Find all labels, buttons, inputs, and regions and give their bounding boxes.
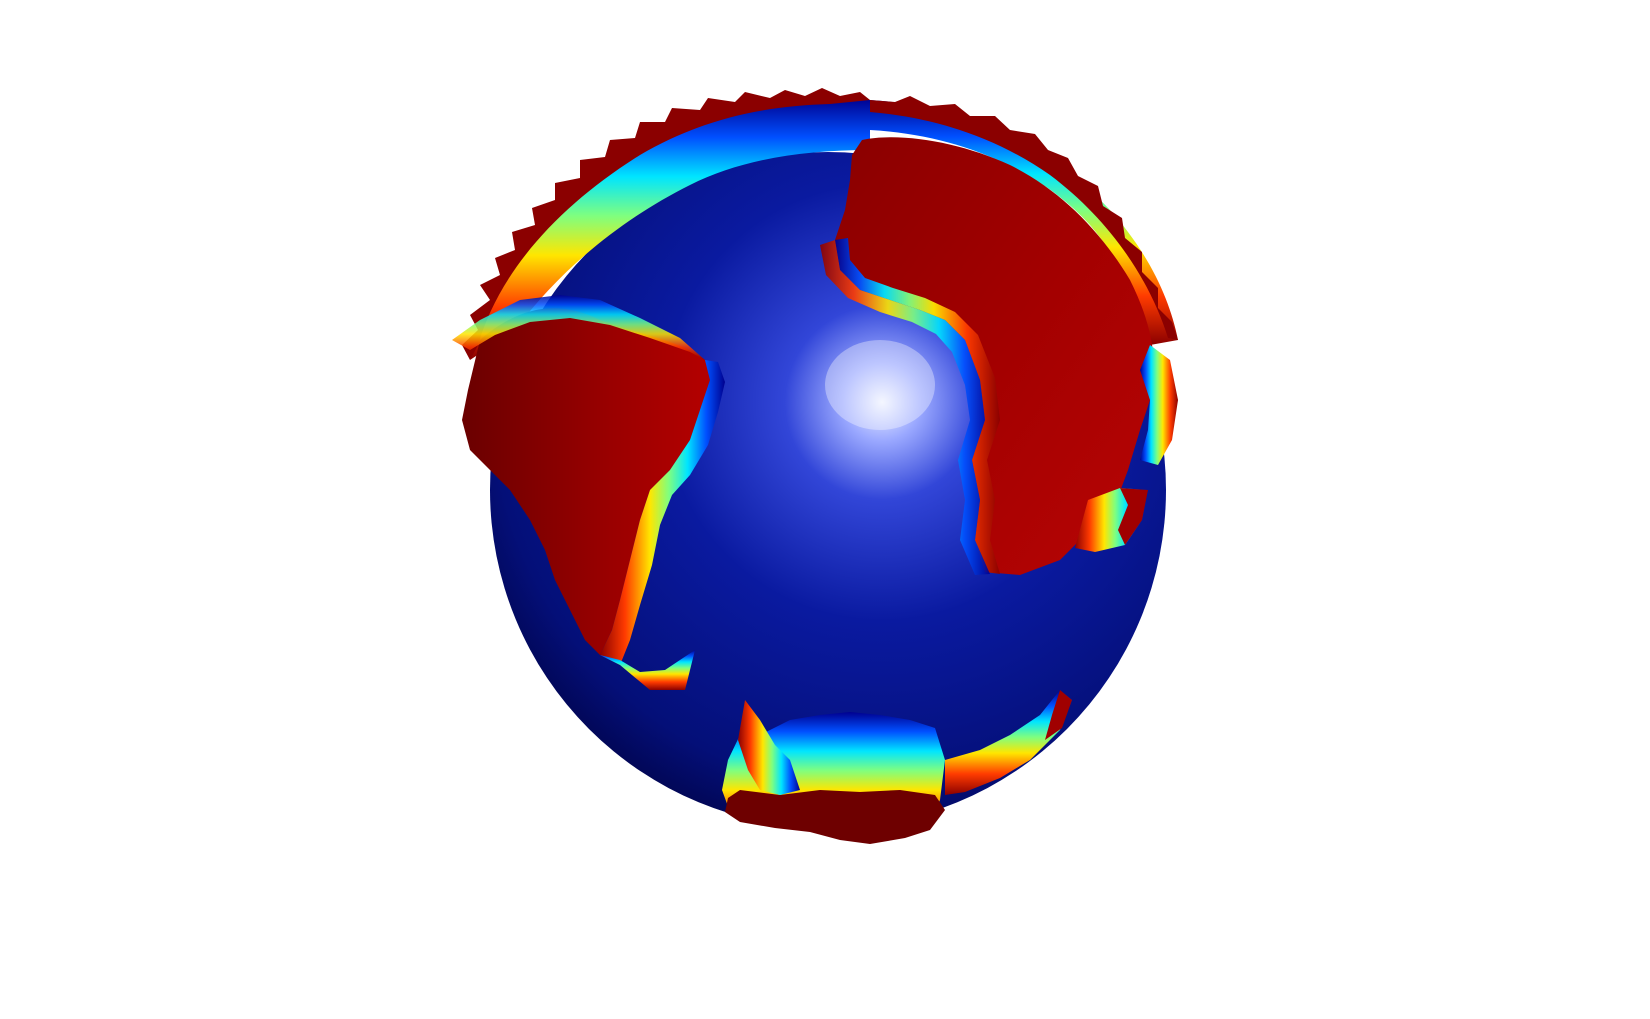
landmass-west bbox=[452, 295, 725, 690]
landmass-east bbox=[820, 137, 1178, 575]
specular-highlight bbox=[825, 340, 935, 430]
landmass-south bbox=[722, 690, 1072, 844]
north-rim-band bbox=[462, 88, 870, 360]
northeast-rim-band bbox=[870, 96, 1178, 345]
